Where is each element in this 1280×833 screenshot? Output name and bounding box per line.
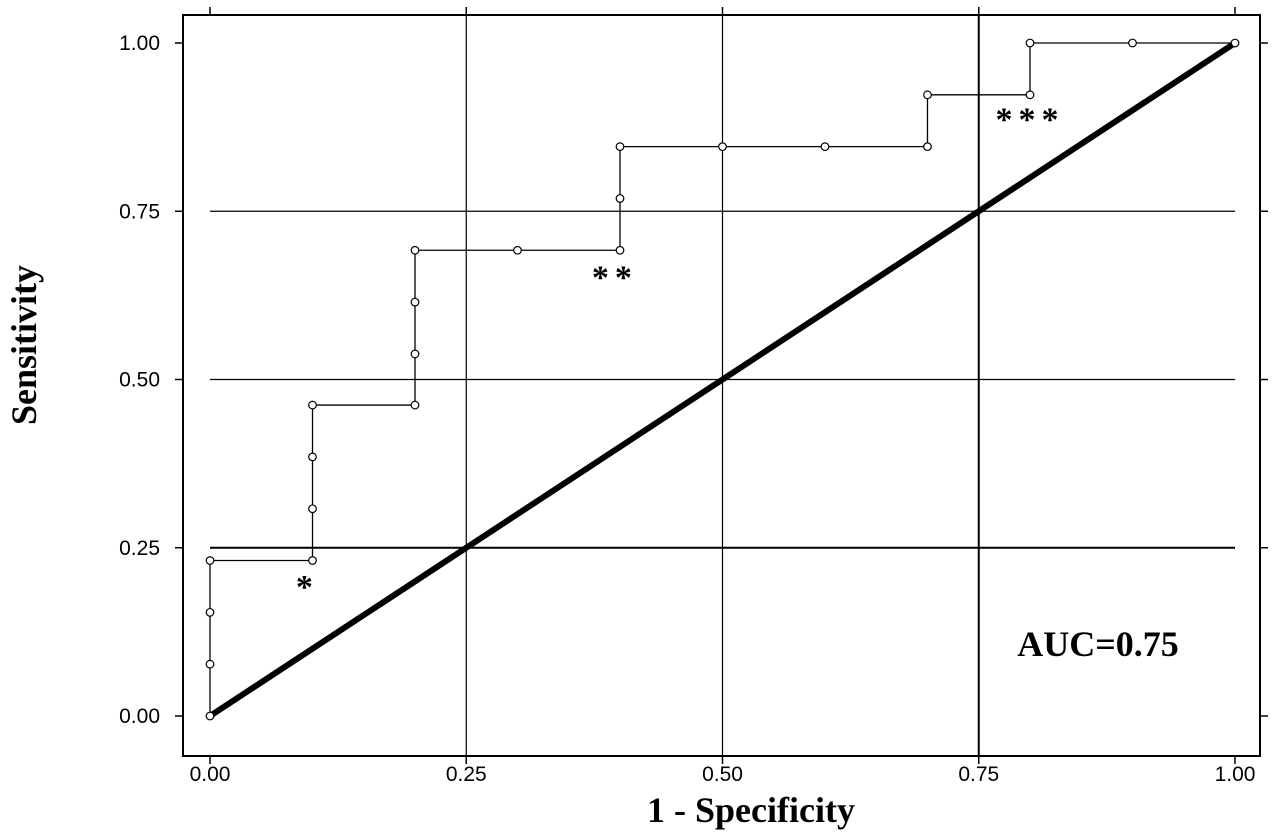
frame-ticks bbox=[175, 7, 1268, 764]
roc-point bbox=[820, 142, 830, 152]
roc-point bbox=[718, 142, 727, 152]
roc-point bbox=[410, 245, 420, 255]
roc-point bbox=[205, 711, 215, 721]
roc-point bbox=[615, 142, 625, 152]
roc-point bbox=[1230, 38, 1240, 48]
significance-marker: ** bbox=[592, 260, 638, 297]
roc-point bbox=[513, 245, 522, 255]
y-tick-label: 0.50 bbox=[119, 369, 160, 392]
y-tick-label: 0.25 bbox=[119, 537, 160, 560]
x-tick-label: 1.00 bbox=[1215, 763, 1256, 786]
y-tick-labels: 0.00 0.25 0.50 0.75 1.00 bbox=[119, 32, 160, 728]
roc-point bbox=[1128, 38, 1137, 48]
roc-point bbox=[1025, 90, 1035, 100]
roc-point bbox=[308, 556, 317, 565]
auc-label: AUC=0.75 bbox=[1017, 624, 1179, 664]
y-tick-label: 0.75 bbox=[119, 200, 160, 223]
roc-point bbox=[410, 349, 420, 359]
y-tick-label: 0.00 bbox=[119, 705, 160, 728]
roc-point bbox=[1025, 38, 1035, 48]
roc-point bbox=[923, 90, 932, 100]
roc-point bbox=[923, 142, 932, 152]
y-axis-title: Sensitivity bbox=[4, 265, 44, 425]
roc-point bbox=[205, 556, 215, 565]
roc-point bbox=[615, 245, 625, 255]
roc-point bbox=[410, 400, 420, 410]
x-tick-label: 0.50 bbox=[702, 763, 743, 786]
x-tick-label: 0.75 bbox=[958, 763, 999, 786]
annotation-layer: ****** bbox=[296, 101, 1065, 606]
roc-point bbox=[410, 297, 420, 307]
roc-curve-line bbox=[209, 42, 1235, 716]
x-axis-title: 1 - Specificity bbox=[647, 790, 855, 830]
roc-point bbox=[615, 194, 625, 203]
x-tick-label: 0.25 bbox=[446, 763, 487, 786]
reference-diagonal-line bbox=[207, 40, 1238, 719]
roc-point bbox=[205, 659, 215, 669]
roc-point bbox=[308, 452, 317, 462]
significance-marker: * bbox=[296, 569, 319, 606]
significance-marker: *** bbox=[996, 101, 1065, 138]
plot-frame bbox=[182, 14, 1261, 757]
roc-point bbox=[308, 400, 317, 410]
y-tick-label: 1.00 bbox=[119, 32, 160, 55]
series-layer bbox=[205, 38, 1240, 721]
roc-point bbox=[205, 607, 215, 617]
x-tick-label: 0.00 bbox=[190, 763, 231, 786]
x-tick-labels: 0.00 0.25 0.50 0.75 1.00 bbox=[190, 763, 1256, 786]
roc-point bbox=[308, 504, 317, 514]
